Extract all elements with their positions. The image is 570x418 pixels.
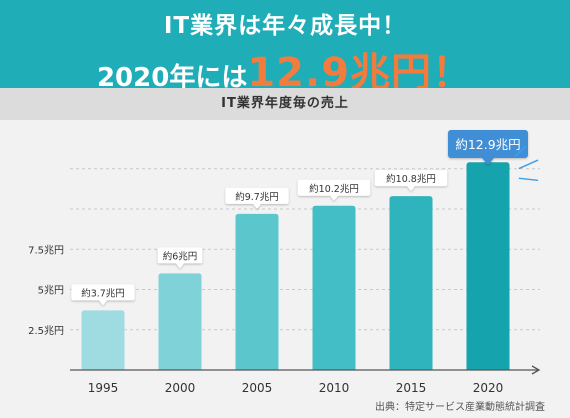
- bar-1995: [81, 310, 125, 370]
- x-tick-label: 2000: [165, 381, 196, 395]
- emphasis-ray: [514, 145, 527, 158]
- x-tick-label: 2010: [319, 381, 350, 395]
- value-callout: [157, 247, 203, 269]
- bar-2010: [312, 205, 356, 370]
- value-label: 約3.7兆円: [81, 287, 125, 299]
- value-callout: [374, 170, 448, 192]
- x-tick-label: 2015: [396, 381, 427, 395]
- chart-title-bar: IT業界年度毎の売上: [0, 88, 570, 120]
- value-label: 約6兆円: [163, 250, 198, 262]
- value-label: 約10.2兆円: [309, 183, 359, 195]
- headline-line-1: IT業界は年々成長中！: [163, 13, 407, 39]
- highlight-callout: [448, 130, 528, 165]
- value-label: 約10.8兆円: [386, 173, 436, 185]
- value-callout: [225, 187, 289, 209]
- source-note: 出典：特定サービス産業動態統計調査: [375, 400, 545, 413]
- x-tick-label: 2005: [242, 381, 273, 395]
- x-axis-arrow: [531, 365, 541, 375]
- emphasis-ray: [518, 159, 539, 170]
- bar-2015: [389, 196, 433, 370]
- bar-2005: [235, 213, 279, 370]
- y-tick-label: 7.5兆円: [28, 244, 64, 256]
- bar-2020: [466, 162, 510, 370]
- highlight-value-label: 約12.9兆円: [455, 137, 520, 152]
- x-tick-label: 1995: [88, 381, 119, 395]
- value-callout: [297, 179, 371, 201]
- emphasis-ray: [518, 177, 539, 182]
- headline-banner: IT業界は年々成長中！ 2020年には12.9兆円！: [0, 0, 570, 96]
- y-tick-label: 2.5兆円: [28, 325, 64, 337]
- value-label: 約9.7兆円: [235, 191, 279, 203]
- y-tick-label: 5兆円: [38, 285, 64, 297]
- x-tick-label: 2020: [473, 381, 504, 395]
- chart-title: IT業界年度毎の売上: [221, 96, 349, 111]
- bar-2000: [158, 273, 202, 370]
- value-callout: [71, 284, 135, 306]
